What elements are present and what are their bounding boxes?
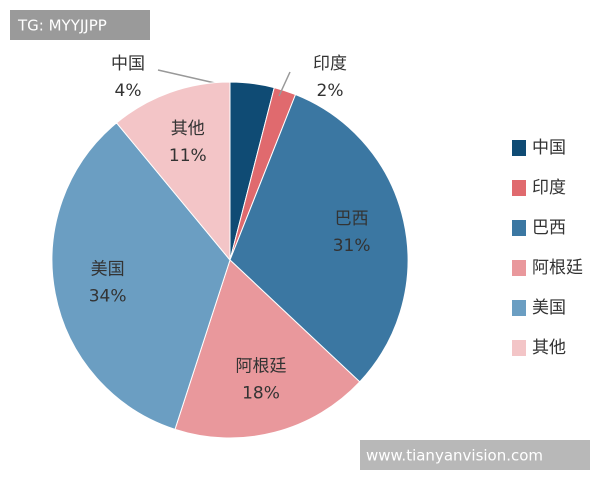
- slice-label: 巴西: [335, 209, 369, 229]
- slice-label: 中国: [111, 54, 145, 74]
- leader-line: [278, 71, 291, 97]
- slice-value: 4%: [115, 81, 142, 101]
- legend-swatch: [512, 220, 526, 236]
- legend-swatch: [512, 140, 526, 156]
- slice-value: 18%: [242, 384, 280, 404]
- legend-label: 阿根廷: [532, 258, 583, 278]
- legend-label: 其他: [532, 338, 566, 358]
- legend-label: 印度: [532, 178, 566, 198]
- slice-label: 印度: [313, 54, 347, 74]
- slice-value: 31%: [333, 236, 371, 256]
- pie-slice: [174, 259, 361, 439]
- slice-label: 阿根廷: [235, 357, 286, 377]
- pie-slice: [51, 122, 231, 430]
- slice-label: 其他: [171, 119, 205, 139]
- pie-slice: [115, 81, 231, 262]
- legend-swatch: [512, 340, 526, 356]
- legend-label: 巴西: [532, 218, 566, 238]
- watermark: TG: MYYJJPP: [17, 17, 107, 35]
- pie-slice: [229, 93, 409, 383]
- slice-value: 2%: [317, 81, 344, 101]
- slice-value: 34%: [89, 286, 127, 306]
- watermark-box: [10, 10, 150, 40]
- slice-label: 美国: [91, 259, 125, 279]
- legend-swatch: [512, 260, 526, 276]
- watermark-box: [360, 440, 590, 470]
- slice-value: 11%: [169, 146, 207, 166]
- watermark: www.tianyanvision.com: [366, 447, 543, 465]
- legend-label: 美国: [532, 298, 566, 318]
- legend-swatch: [512, 180, 526, 196]
- legend-label: 中国: [532, 138, 566, 158]
- legend-swatch: [512, 300, 526, 316]
